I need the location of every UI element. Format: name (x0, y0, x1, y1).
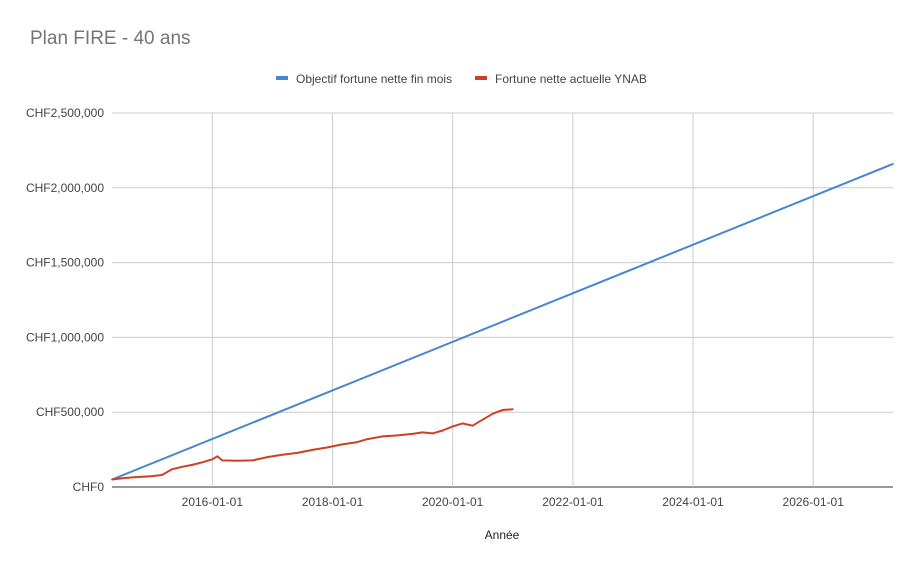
x-tick-label: 2024-01-01 (662, 495, 724, 509)
x-tick-label: 2020-01-01 (422, 495, 484, 509)
legend-swatch (475, 76, 487, 80)
y-tick-label: CHF1,500,000 (26, 256, 104, 270)
data-point (892, 163, 894, 165)
data-point (151, 475, 154, 477)
data-point (481, 418, 484, 421)
grid (112, 112, 893, 488)
legend-swatch (276, 76, 288, 80)
data-point (111, 478, 113, 481)
data-point (161, 474, 163, 476)
legend-label: Objectif fortune nette fin mois (296, 72, 452, 86)
data-point (131, 476, 133, 479)
series-line-0 (111, 162, 894, 481)
data-point (441, 429, 444, 432)
x-tick-label: 2022-01-01 (542, 495, 604, 509)
data-point (266, 456, 269, 458)
series (111, 162, 894, 481)
data-point (461, 422, 464, 425)
y-tick-label: CHF2,000,000 (26, 181, 104, 195)
y-tick-label: CHF1,000,000 (26, 330, 104, 344)
data-point (201, 461, 204, 464)
data-point (311, 449, 314, 451)
data-point (341, 443, 344, 446)
data-point (381, 435, 384, 438)
data-point (181, 466, 183, 468)
series-line-1 (111, 408, 513, 481)
x-tick-label: 2018-01-01 (302, 495, 364, 509)
y-tick-label: CHF0 (73, 480, 105, 494)
y-tick-label: CHF500,000 (36, 405, 104, 419)
x-axis-title: Année (485, 528, 520, 542)
x-axis: 2016-01-01 2018-01-01 2020-01-01 2022-01-01… (182, 495, 845, 509)
data-point (171, 468, 173, 471)
data-point (141, 476, 144, 478)
x-tick-label: 2026-01-01 (783, 495, 845, 509)
legend: Objectif fortune nette fin mois Fortune n… (276, 72, 647, 86)
data-point (216, 455, 219, 458)
data-point (396, 434, 399, 437)
data-point (492, 412, 494, 415)
legend-label: Fortune nette actuelle YNAB (495, 72, 647, 86)
y-tick-label: CHF2,500,000 (26, 106, 104, 120)
data-point (431, 432, 434, 435)
data-point (296, 452, 299, 454)
data-point (251, 459, 254, 462)
data-point (326, 446, 329, 449)
data-point (356, 441, 359, 443)
data-point (211, 458, 214, 461)
data-point (191, 464, 194, 466)
data-point (512, 408, 514, 411)
data-point (221, 459, 223, 462)
y-axis: CHF0 CHF500,000 CHF1,000,000 CHF1,500,000 CH… (26, 106, 104, 494)
x-tick-label: 2016-01-01 (182, 495, 244, 509)
data-point (502, 409, 504, 411)
chart-title: Plan FIRE - 40 ans (30, 28, 191, 49)
data-point (471, 424, 474, 427)
data-point (236, 460, 239, 462)
data-point (451, 425, 454, 428)
data-point (121, 477, 123, 480)
data-point (421, 431, 424, 434)
data-point (411, 433, 414, 435)
data-point (281, 454, 284, 456)
data-point (366, 438, 369, 440)
